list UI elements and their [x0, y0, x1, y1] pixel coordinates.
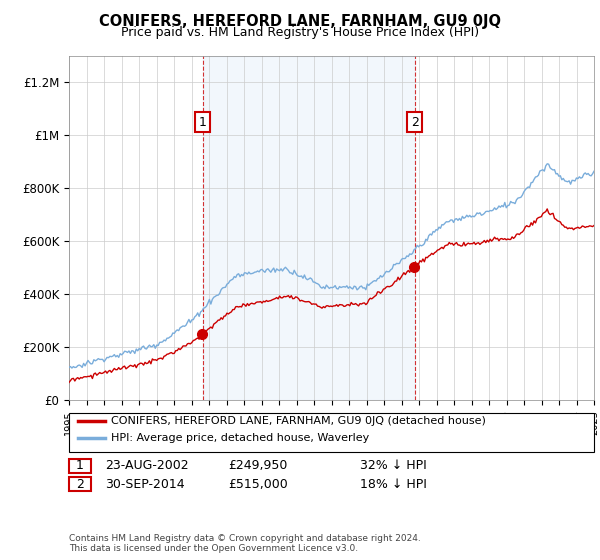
- Text: Price paid vs. HM Land Registry's House Price Index (HPI): Price paid vs. HM Land Registry's House …: [121, 26, 479, 39]
- Text: £515,000: £515,000: [228, 478, 288, 491]
- Text: 30-SEP-2014: 30-SEP-2014: [105, 478, 185, 491]
- Text: 23-AUG-2002: 23-AUG-2002: [105, 459, 188, 472]
- Text: HPI: Average price, detached house, Waverley: HPI: Average price, detached house, Wave…: [111, 433, 369, 443]
- Text: 1: 1: [76, 459, 84, 472]
- Bar: [203, 56, 415, 400]
- Text: £249,950: £249,950: [228, 459, 287, 472]
- Text: Contains HM Land Registry data © Crown copyright and database right 2024.
This d: Contains HM Land Registry data © Crown c…: [69, 534, 421, 553]
- Text: 2: 2: [410, 116, 419, 129]
- Text: 2: 2: [76, 478, 84, 491]
- Text: 32% ↓ HPI: 32% ↓ HPI: [360, 459, 427, 472]
- Text: 1: 1: [199, 116, 206, 129]
- Text: CONIFERS, HEREFORD LANE, FARNHAM, GU9 0JQ (detached house): CONIFERS, HEREFORD LANE, FARNHAM, GU9 0J…: [111, 416, 486, 426]
- Text: 18% ↓ HPI: 18% ↓ HPI: [360, 478, 427, 491]
- Text: CONIFERS, HEREFORD LANE, FARNHAM, GU9 0JQ: CONIFERS, HEREFORD LANE, FARNHAM, GU9 0J…: [99, 14, 501, 29]
